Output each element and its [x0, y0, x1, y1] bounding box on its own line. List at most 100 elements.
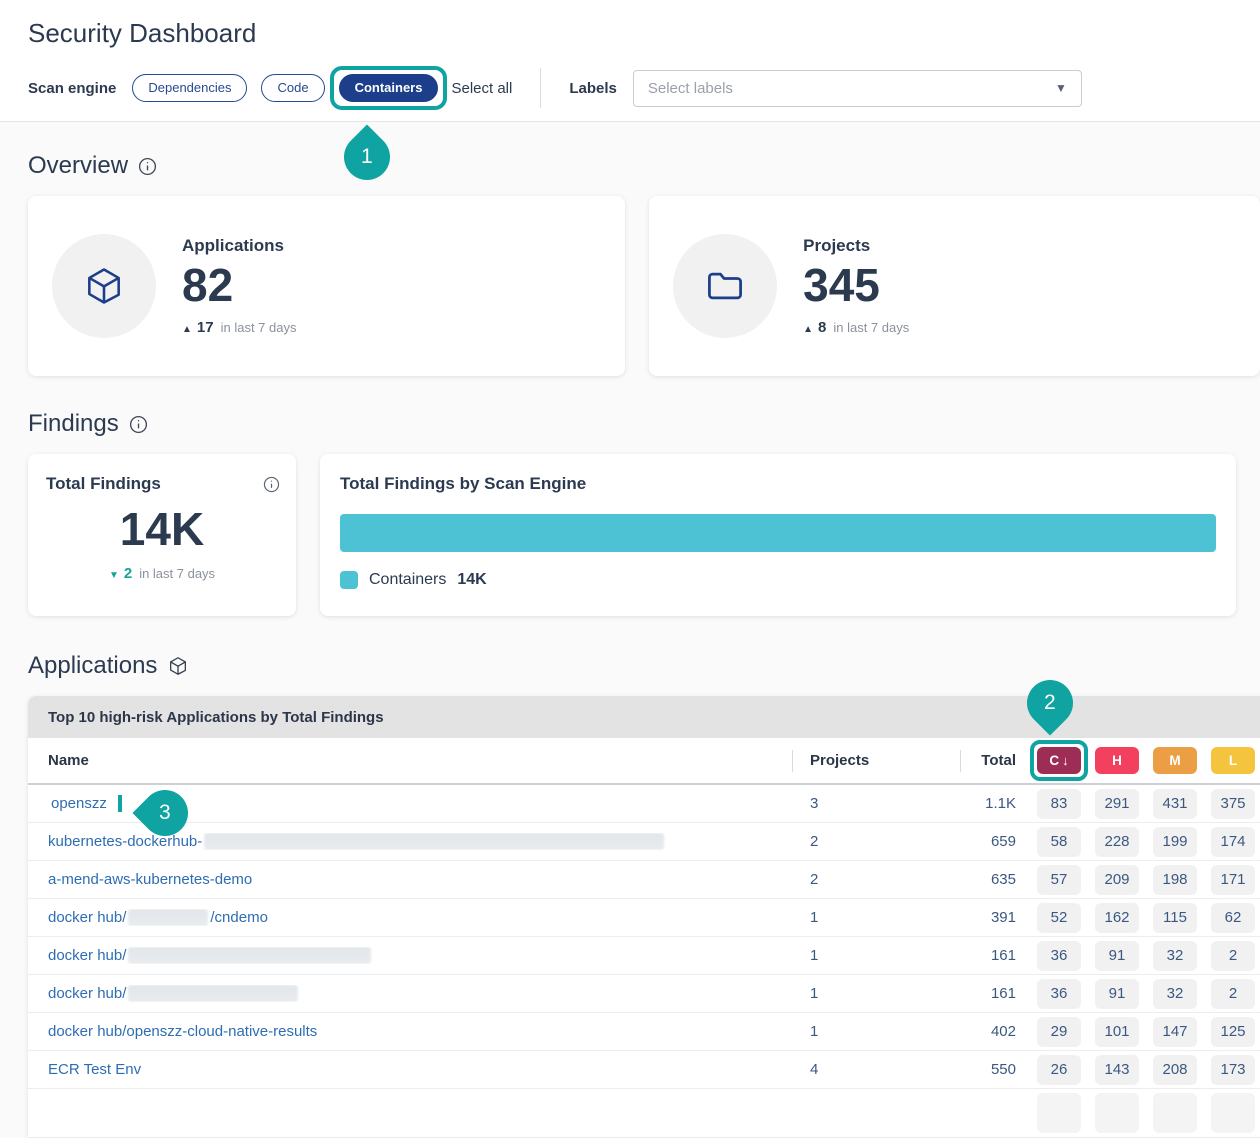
medium-count-cell: 199 — [1146, 826, 1204, 857]
application-name-link[interactable]: openszz — [51, 795, 107, 812]
application-name-link[interactable]: kubernetes-dockerhub- — [48, 833, 666, 850]
scan-engine-label: Scan engine — [28, 79, 117, 97]
high-count-cell: 91 — [1088, 978, 1146, 1009]
trend-suffix: in last 7 days — [833, 319, 910, 335]
table-row: docker hub/1 161 36 91 32 2 — [28, 937, 1260, 975]
callout-highlight-openszz: openszz — [48, 795, 122, 812]
high-count-value: 291 — [1095, 788, 1139, 819]
critical-count-value: 36 — [1037, 940, 1081, 971]
sort-badge-l[interactable]: L — [1211, 747, 1255, 774]
low-count-cell: 2 — [1204, 978, 1260, 1009]
low-count-value: 125 — [1211, 1016, 1255, 1047]
high-count-value: 91 — [1095, 940, 1139, 971]
projects-count-cell: 3 — [810, 795, 819, 812]
info-icon[interactable] — [263, 476, 280, 498]
column-header-projects[interactable]: Projects — [792, 752, 960, 769]
applications-heading-text: Applications — [28, 652, 158, 679]
low-count-cell — [1204, 1093, 1260, 1133]
sort-badge-c[interactable]: C ↓ — [1037, 747, 1081, 774]
column-header-low: L — [1204, 747, 1260, 774]
critical-count-value: 52 — [1037, 902, 1081, 933]
projects-count-cell: 2 — [810, 833, 819, 850]
chart-title: Total Findings by Scan Engine — [340, 474, 587, 493]
application-name-link[interactable]: docker hub//cndemo — [48, 909, 268, 926]
total-findings-card: Total Findings 14K ▼ 2 in last 7 days — [28, 454, 296, 616]
stat-label: Projects — [803, 236, 871, 256]
legend-label: Containers — [369, 571, 447, 588]
sort-badge-h[interactable]: H — [1095, 747, 1139, 774]
application-name-link[interactable]: a-mend-aws-kubernetes-demo — [48, 871, 253, 888]
folder-icon — [673, 234, 778, 338]
redacted-text — [204, 833, 665, 850]
medium-count-value: 147 — [1153, 1016, 1197, 1047]
medium-count-value: 32 — [1153, 940, 1197, 971]
application-name-link[interactable]: docker hub/ — [48, 947, 373, 964]
application-name-link[interactable]: docker hub/openszz-cloud-native-results — [48, 1023, 318, 1040]
table-body: openszz 3 1.1K 83 291 431 375 kubernetes-docker… — [28, 785, 1260, 1137]
scan-engine-chip-code[interactable]: Code — [261, 74, 325, 102]
high-count-value: 209 — [1095, 864, 1139, 895]
total-findings-title: Total Findings — [46, 474, 161, 493]
application-name-cell: kubernetes-dockerhub- — [48, 833, 792, 850]
high-count-value — [1095, 1093, 1139, 1133]
medium-count-value: 431 — [1153, 788, 1197, 819]
high-count-cell: 291 — [1088, 788, 1146, 819]
high-count-value: 228 — [1095, 826, 1139, 857]
high-count-cell: 143 — [1088, 1054, 1146, 1085]
low-count-cell: 125 — [1204, 1016, 1260, 1047]
low-count-value: 171 — [1211, 864, 1255, 895]
application-name-cell: ECR Test Env — [48, 1061, 792, 1078]
redacted-text — [128, 985, 299, 1002]
high-count-cell: 91 — [1088, 940, 1146, 971]
low-count-cell: 375 — [1204, 788, 1260, 819]
critical-count-value: 29 — [1037, 1016, 1081, 1047]
table-row: docker hub//cndemo 1 391 52 162 115 62 — [28, 899, 1260, 937]
scan-engine-chip-containers[interactable]: Containers — [338, 74, 439, 102]
info-icon[interactable] — [129, 415, 148, 434]
medium-count-cell — [1146, 1093, 1204, 1133]
column-header-total[interactable]: Total — [960, 752, 1030, 769]
table-row: docker hub/1 161 36 91 32 2 — [28, 975, 1260, 1013]
application-name-link[interactable]: ECR Test Env — [48, 1061, 142, 1078]
labels-select[interactable]: Select labels ▼ — [632, 69, 1082, 107]
select-all-link[interactable]: Select all — [451, 79, 513, 97]
redacted-text — [128, 947, 372, 964]
critical-count-value: 58 — [1037, 826, 1081, 857]
findings-by-scan-engine-card: Total Findings by Scan Engine Containers… — [320, 454, 1236, 616]
vertical-divider — [540, 68, 542, 108]
critical-count-cell: 52 — [1030, 902, 1088, 933]
scan-engine-chip-dependencies[interactable]: Dependencies — [132, 74, 248, 102]
application-name-link[interactable]: docker hub/ — [48, 985, 300, 1002]
callout-pin-1-label: 1 — [361, 145, 373, 168]
application-name-cell: docker hub//cndemo — [48, 909, 792, 926]
column-header-name[interactable]: Name — [48, 752, 89, 769]
info-icon[interactable] — [138, 157, 157, 176]
high-count-value: 143 — [1095, 1054, 1139, 1085]
findings-heading-text: Findings — [28, 410, 119, 437]
low-count-value: 174 — [1211, 826, 1255, 857]
low-count-cell: 174 — [1204, 826, 1260, 857]
medium-count-cell: 431 — [1146, 788, 1204, 819]
labels-select-placeholder: Select labels — [647, 79, 733, 97]
cube-icon — [52, 234, 156, 338]
trend: ▲ 17 in last 7 days — [182, 319, 296, 336]
sort-badge-m[interactable]: M — [1153, 747, 1197, 774]
legend-value: 14K — [457, 571, 487, 588]
high-count-cell: 228 — [1088, 826, 1146, 857]
low-count-cell: 2 — [1204, 940, 1260, 971]
sort-desc-arrow-icon: ↓ — [1062, 753, 1069, 768]
trend-value: 8 — [818, 318, 827, 336]
projects-count-cell: 1 — [810, 985, 819, 1002]
table-row: a-mend-aws-kubernetes-demo 2 635 57 209 198 17… — [28, 861, 1260, 899]
trend-value: 17 — [196, 318, 214, 336]
medium-count-cell: 208 — [1146, 1054, 1204, 1085]
low-count-value: 2 — [1211, 940, 1255, 971]
total-findings-cell: 550 — [990, 1061, 1016, 1078]
table-header-row: Name Projects Total C ↓ H M L — [28, 738, 1260, 785]
findings-cards: Total Findings 14K ▼ 2 in last 7 days To… — [28, 454, 1260, 616]
callout-highlight-c-column: C ↓ — [1030, 740, 1088, 781]
containers-bar[interactable] — [340, 514, 1216, 552]
projects-stat-card: Projects 345 ▲ 8 in last 7 days — [649, 196, 1260, 376]
column-header-critical: C ↓ — [1030, 740, 1088, 781]
